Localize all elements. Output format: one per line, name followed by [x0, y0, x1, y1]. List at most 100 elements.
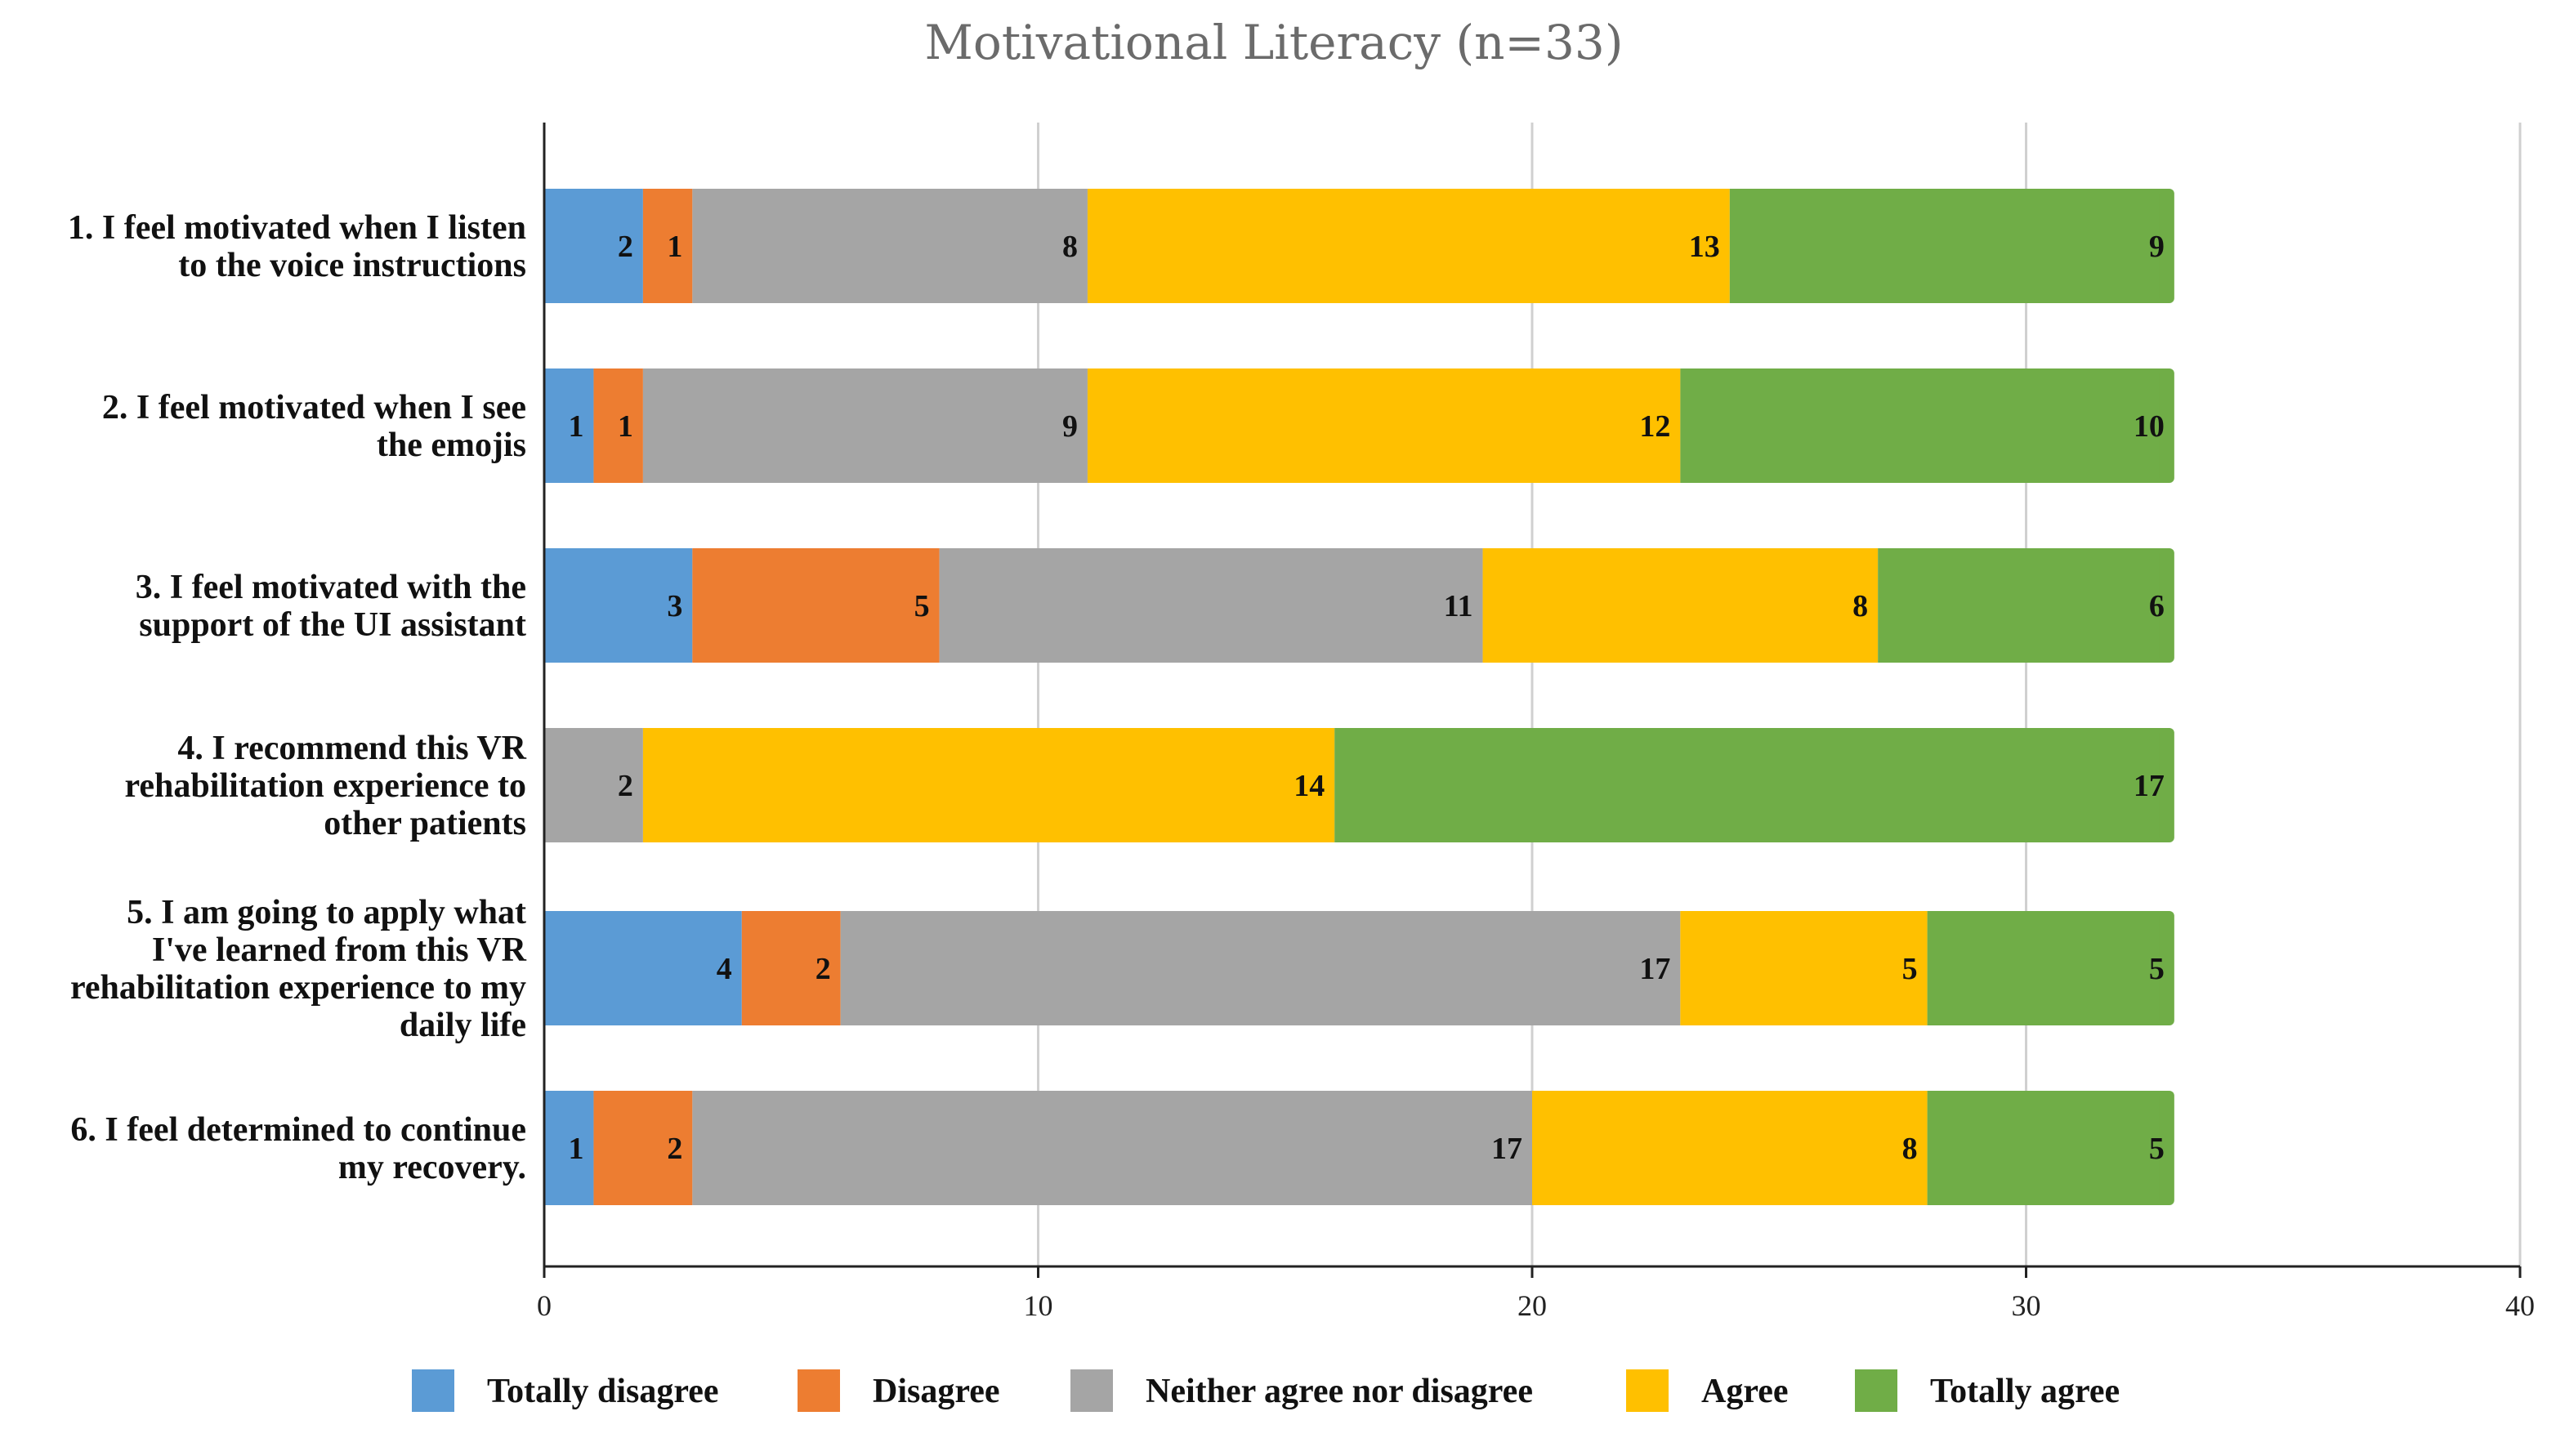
category-label-q2-line-1: 2. I feel motivated when I see [102, 389, 526, 427]
bar-q4-neither-agree-nor-disagree [544, 728, 643, 842]
bar-q6-disagree [593, 1091, 693, 1205]
bar-q3-neither-agree-nor-disagree [939, 548, 1483, 663]
axes: 0 10 20 30 40 [537, 123, 2535, 1322]
data-label-q1-agree: 13 [1689, 230, 1720, 264]
chart-title: Motivational Literacy (n=33) [925, 15, 1624, 70]
bar-q3-totally-agree-end [2159, 548, 2174, 663]
bar-q6-totally-agree [1927, 1091, 2169, 1205]
category-label-q4-line-3: other patients [324, 805, 526, 842]
data-label-q6-neither-agree-nor-disagree: 17 [1491, 1132, 1522, 1166]
bar-q1-disagree [642, 189, 693, 303]
data-labels: 2 1 8 13 91 1 9 12 103 5 11 8 62 14 174 2 17 5 51 2 17 8 5 [568, 230, 2164, 1166]
legend-label-totally-disagree: Totally disagree [487, 1373, 719, 1410]
category-label-q5-line-4: daily life [400, 1007, 526, 1044]
data-label-q5-agree: 5 [1902, 952, 1918, 986]
category-label-q4-line-1: 4. I recommend this VR [177, 730, 526, 767]
bar-q4-totally-agree-end [2159, 728, 2174, 842]
legend-label-neither-agree-nor-disagree: Neither agree nor disagree [1146, 1373, 1533, 1410]
data-label-q4-agree: 14 [1294, 769, 1325, 803]
category-label-q2-line-2: the emojis [377, 427, 526, 464]
category-label-q3: 3. I feel motivated with the support of t… [136, 569, 526, 644]
bar-q2-totally-agree-end [2159, 368, 2174, 483]
data-label-q5-totally-disagree: 4 [717, 952, 732, 986]
x-tick-label-10: 10 [1024, 1289, 1053, 1322]
data-label-q6-totally-agree: 5 [2149, 1132, 2165, 1166]
legend-swatch-totally-disagree [412, 1369, 454, 1412]
data-label-q3-agree: 8 [1852, 589, 1868, 623]
bar-q2-totally-agree [1680, 368, 2169, 483]
x-tick-label-0: 0 [537, 1289, 552, 1322]
bar-q5-agree [1680, 911, 1928, 1025]
x-tick-label-30: 30 [2012, 1289, 2041, 1322]
bar-q5-totally-agree [1927, 911, 2169, 1025]
category-label-q3-line-2: support of the UI assistant [139, 606, 526, 644]
category-label-q6-line-1: 6. I feel determined to continue [70, 1111, 526, 1149]
data-label-q4-neither-agree-nor-disagree: 2 [618, 769, 633, 803]
bar-q6-agree [1532, 1091, 1928, 1205]
bar-q3-totally-disagree [544, 548, 693, 663]
category-label-q6-line-2: my recovery. [338, 1149, 526, 1186]
legend-swatch-agree [1626, 1369, 1669, 1412]
legend-swatch-totally-agree [1855, 1369, 1897, 1412]
data-label-q1-totally-disagree: 2 [618, 230, 633, 264]
bar-q1-totally-disagree [544, 189, 643, 303]
bar-q1-totally-agree [1729, 189, 2169, 303]
category-label-q1-line-2: to the voice instructions [178, 247, 526, 284]
category-label-q5-line-2: I've learned from this VR [152, 931, 527, 969]
bar-q4-agree [642, 728, 1335, 842]
bar-q5-totally-agree-end [2159, 911, 2174, 1025]
bar-q2-agree [1087, 368, 1681, 483]
legend-swatch-neither-agree-nor-disagree [1070, 1369, 1113, 1412]
data-label-q1-totally-agree: 9 [2149, 230, 2165, 264]
legend-label-disagree: Disagree [873, 1373, 1000, 1410]
data-label-q5-disagree: 2 [816, 952, 831, 986]
bar-q1-agree [1087, 189, 1730, 303]
data-label-q2-neither-agree-nor-disagree: 9 [1062, 409, 1078, 444]
bar-q3-totally-agree [1878, 548, 2169, 663]
bar-q6-totally-agree-end [2159, 1091, 2174, 1205]
data-label-q3-disagree: 5 [914, 589, 930, 623]
legend-label-agree: Agree [1701, 1373, 1789, 1410]
bar-q3-disagree [692, 548, 940, 663]
category-label-q3-line-1: 3. I feel motivated with the [136, 569, 526, 606]
category-label-q4-line-2: rehabilitation experience to [125, 767, 526, 805]
legend: Totally disagree Disagree Neither agree no… [412, 1369, 2120, 1412]
data-label-q4-totally-agree: 17 [2134, 769, 2165, 803]
data-label-q5-neither-agree-nor-disagree: 17 [1639, 952, 1670, 986]
bars [544, 189, 2174, 1205]
category-label-q2: 2. I feel motivated when I see the emojis [102, 389, 526, 464]
data-label-q2-disagree: 1 [618, 409, 633, 444]
category-label-q4: 4. I recommend this VR rehabilitation exp… [125, 730, 527, 842]
bar-q6-neither-agree-nor-disagree [692, 1091, 1532, 1205]
data-label-q1-disagree: 1 [667, 230, 682, 264]
bar-q2-totally-disagree [544, 368, 594, 483]
category-label-q5: 5. I am going to apply what I've learned … [70, 894, 527, 1044]
category-labels: 1. I feel motivated when I listen to the … [68, 209, 527, 1186]
bar-q2-disagree [593, 368, 643, 483]
bar-q3-agree [1482, 548, 1879, 663]
bar-q1-neither-agree-nor-disagree [692, 189, 1088, 303]
category-label-q5-line-1: 5. I am going to apply what [127, 894, 526, 931]
data-label-q6-totally-disagree: 1 [568, 1132, 583, 1166]
bar-q1-totally-agree-end [2159, 189, 2174, 303]
category-label-q5-line-3: rehabilitation experience to my [70, 969, 526, 1007]
data-label-q3-totally-agree: 6 [2149, 589, 2165, 623]
category-label-q1: 1. I feel motivated when I listen to the … [68, 209, 526, 284]
bar-q6-totally-disagree [544, 1091, 594, 1205]
data-label-q6-agree: 8 [1902, 1132, 1918, 1166]
data-label-q2-totally-disagree: 1 [568, 409, 583, 444]
bar-q5-totally-disagree [544, 911, 742, 1025]
data-label-q5-totally-agree: 5 [2149, 952, 2165, 986]
category-label-q1-line-1: 1. I feel motivated when I listen [68, 209, 526, 247]
data-label-q1-neither-agree-nor-disagree: 8 [1062, 230, 1078, 264]
data-label-q3-totally-disagree: 3 [667, 589, 682, 623]
data-label-q2-totally-agree: 10 [2134, 409, 2165, 444]
bar-q2-neither-agree-nor-disagree [642, 368, 1088, 483]
bar-q5-neither-agree-nor-disagree [840, 911, 1681, 1025]
data-label-q3-neither-agree-nor-disagree: 11 [1444, 589, 1473, 623]
bar-q4-totally-agree [1334, 728, 2169, 842]
x-tick-label-20: 20 [1517, 1289, 1547, 1322]
data-label-q2-agree: 12 [1639, 409, 1670, 444]
x-tick-label-40: 40 [2505, 1289, 2535, 1322]
